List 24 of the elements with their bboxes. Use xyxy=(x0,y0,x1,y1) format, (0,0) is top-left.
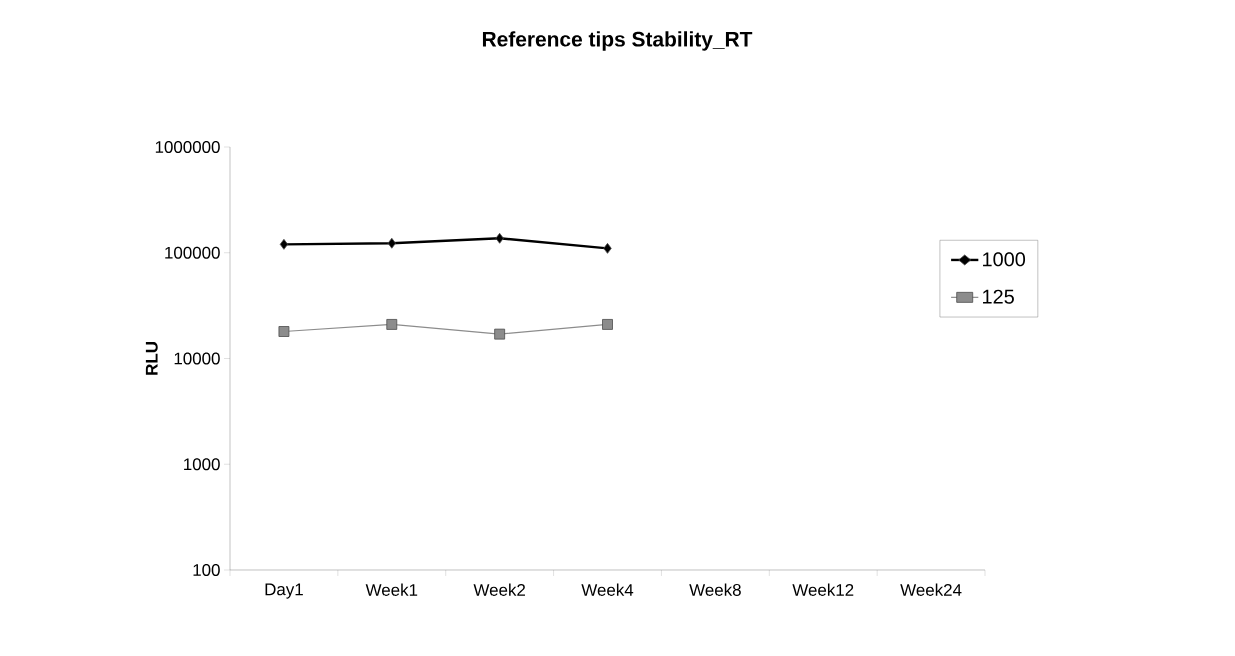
y-tick-label: 100000 xyxy=(165,246,220,259)
point xyxy=(602,319,613,330)
x-tick-label: Week12 xyxy=(792,583,854,596)
legend-label: 1000 xyxy=(983,252,1026,267)
y-tick-label: 1000000 xyxy=(155,140,220,153)
x-tick-label: Week1 xyxy=(365,583,418,596)
y-tick-label: 100 xyxy=(193,564,220,576)
x-tick-label: Week2 xyxy=(473,583,525,596)
point xyxy=(279,238,289,250)
point xyxy=(603,242,612,254)
x-tick-label: Week24 xyxy=(900,583,962,596)
x-tick-label: Week4 xyxy=(581,583,634,596)
chart-title: Reference tips Stability_RT xyxy=(482,31,753,51)
point xyxy=(387,237,396,249)
point xyxy=(386,319,398,330)
point xyxy=(278,326,290,337)
y-tick-label: 1000 xyxy=(184,458,220,471)
x-tick-label: Week8 xyxy=(689,583,741,596)
x-tick-label: Day1 xyxy=(265,583,303,599)
point xyxy=(495,232,504,244)
y-tick-label: 10000 xyxy=(174,352,220,365)
point xyxy=(494,328,506,340)
legend-label: 125 xyxy=(983,289,1014,304)
y-axis-title: RLU xyxy=(145,342,158,375)
